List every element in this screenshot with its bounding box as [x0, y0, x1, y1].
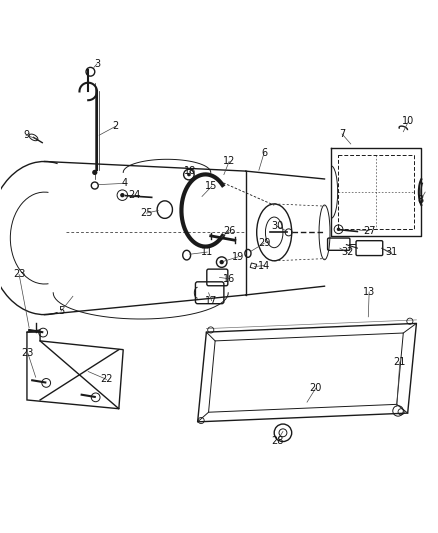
Text: 16: 16 — [223, 274, 235, 284]
Text: 25: 25 — [140, 208, 152, 218]
Text: 23: 23 — [13, 269, 25, 279]
Text: 20: 20 — [309, 383, 321, 393]
Text: 17: 17 — [205, 296, 217, 305]
Text: 29: 29 — [258, 238, 270, 248]
Circle shape — [92, 170, 97, 175]
Text: 18: 18 — [183, 166, 195, 176]
Text: 8: 8 — [417, 195, 423, 205]
Circle shape — [336, 228, 339, 231]
Text: 4: 4 — [121, 179, 127, 188]
Text: 21: 21 — [393, 357, 405, 367]
Text: 10: 10 — [402, 116, 414, 126]
Text: 24: 24 — [128, 190, 140, 200]
Text: 27: 27 — [362, 225, 374, 236]
Circle shape — [219, 260, 223, 264]
Text: 22: 22 — [100, 374, 113, 384]
Text: 13: 13 — [362, 287, 374, 297]
Text: 30: 30 — [271, 221, 283, 231]
Text: 3: 3 — [94, 59, 100, 69]
Text: 23: 23 — [21, 348, 34, 358]
Text: 32: 32 — [340, 247, 353, 257]
Text: 28: 28 — [270, 435, 283, 446]
Text: 7: 7 — [338, 129, 344, 139]
Text: 19: 19 — [231, 252, 244, 262]
Text: 5: 5 — [58, 306, 64, 316]
Text: 6: 6 — [261, 148, 267, 158]
Text: 26: 26 — [223, 225, 235, 236]
Text: 11: 11 — [201, 247, 213, 257]
Circle shape — [187, 173, 190, 176]
Text: 9: 9 — [23, 130, 29, 140]
Text: 14: 14 — [258, 261, 270, 271]
Text: 2: 2 — [112, 122, 118, 132]
Circle shape — [120, 193, 124, 197]
Text: 15: 15 — [205, 181, 217, 191]
Text: 31: 31 — [384, 247, 396, 257]
Text: 12: 12 — [223, 157, 235, 166]
